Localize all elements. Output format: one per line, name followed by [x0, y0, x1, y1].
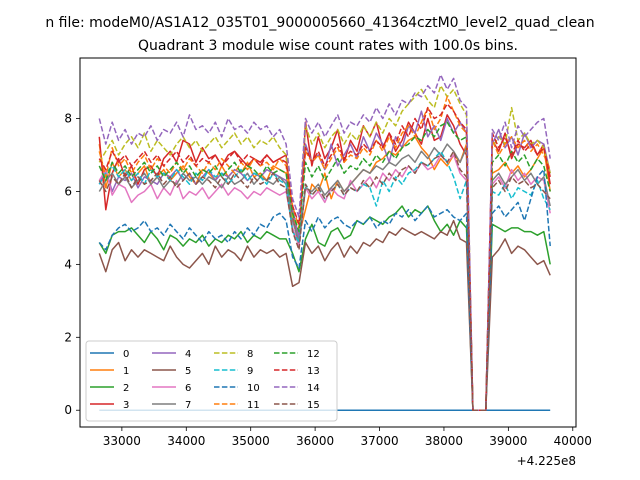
legend-label-3: 3 — [123, 400, 129, 411]
legend-label-2: 2 — [123, 383, 129, 394]
x-tick-label: 40000 — [554, 434, 592, 448]
x-tick-label: 39000 — [489, 434, 527, 448]
x-tick-label: 37000 — [360, 434, 398, 448]
x-tick-label: 34000 — [167, 434, 205, 448]
legend-label-15: 15 — [307, 400, 320, 411]
x-tick-label: 38000 — [425, 434, 463, 448]
legend-label-4: 4 — [185, 349, 191, 360]
legend-label-8: 8 — [247, 349, 253, 360]
series-line-8 — [98, 84, 551, 411]
y-tick-label: 0 — [64, 403, 72, 417]
y-tick-label: 4 — [64, 257, 72, 271]
legend-label-14: 14 — [307, 383, 320, 394]
legend-label-13: 13 — [307, 366, 320, 377]
chart-title: Quadrant 3 module wise count rates with … — [138, 38, 518, 54]
y-tick-label: 6 — [64, 184, 72, 198]
legend-label-1: 1 — [123, 366, 129, 377]
legend-frame — [85, 340, 338, 422]
y-tick-label: 2 — [64, 330, 72, 344]
legend-label-10: 10 — [247, 383, 260, 394]
series-line-15 — [98, 150, 551, 411]
legend-label-5: 5 — [185, 366, 191, 377]
axes-layer: 33000 34000 35000 36000 37000 38000 39000 40000… — [64, 112, 592, 448]
series-layer — [98, 74, 551, 411]
x-offset-label: +4.225e8 — [517, 454, 576, 468]
figure-suptitle: n file: modeM0/AS1A12_035T01_9000005660_… — [45, 15, 594, 31]
y-tick-label: 8 — [64, 112, 72, 126]
legend-label-7: 7 — [185, 400, 191, 411]
legend-label-11: 11 — [247, 400, 260, 411]
series-line-13 — [98, 103, 551, 411]
x-tick-label: 33000 — [103, 434, 141, 448]
legend-label-0: 0 — [123, 349, 129, 360]
plot-frame — [79, 57, 577, 428]
legend-label-6: 6 — [185, 383, 191, 394]
x-tick-label: 35000 — [232, 434, 270, 448]
series-line-10 — [98, 168, 551, 411]
legend-label-12: 12 — [307, 349, 320, 360]
legend-label-9: 9 — [247, 366, 253, 377]
x-tick-label: 36000 — [296, 434, 334, 448]
